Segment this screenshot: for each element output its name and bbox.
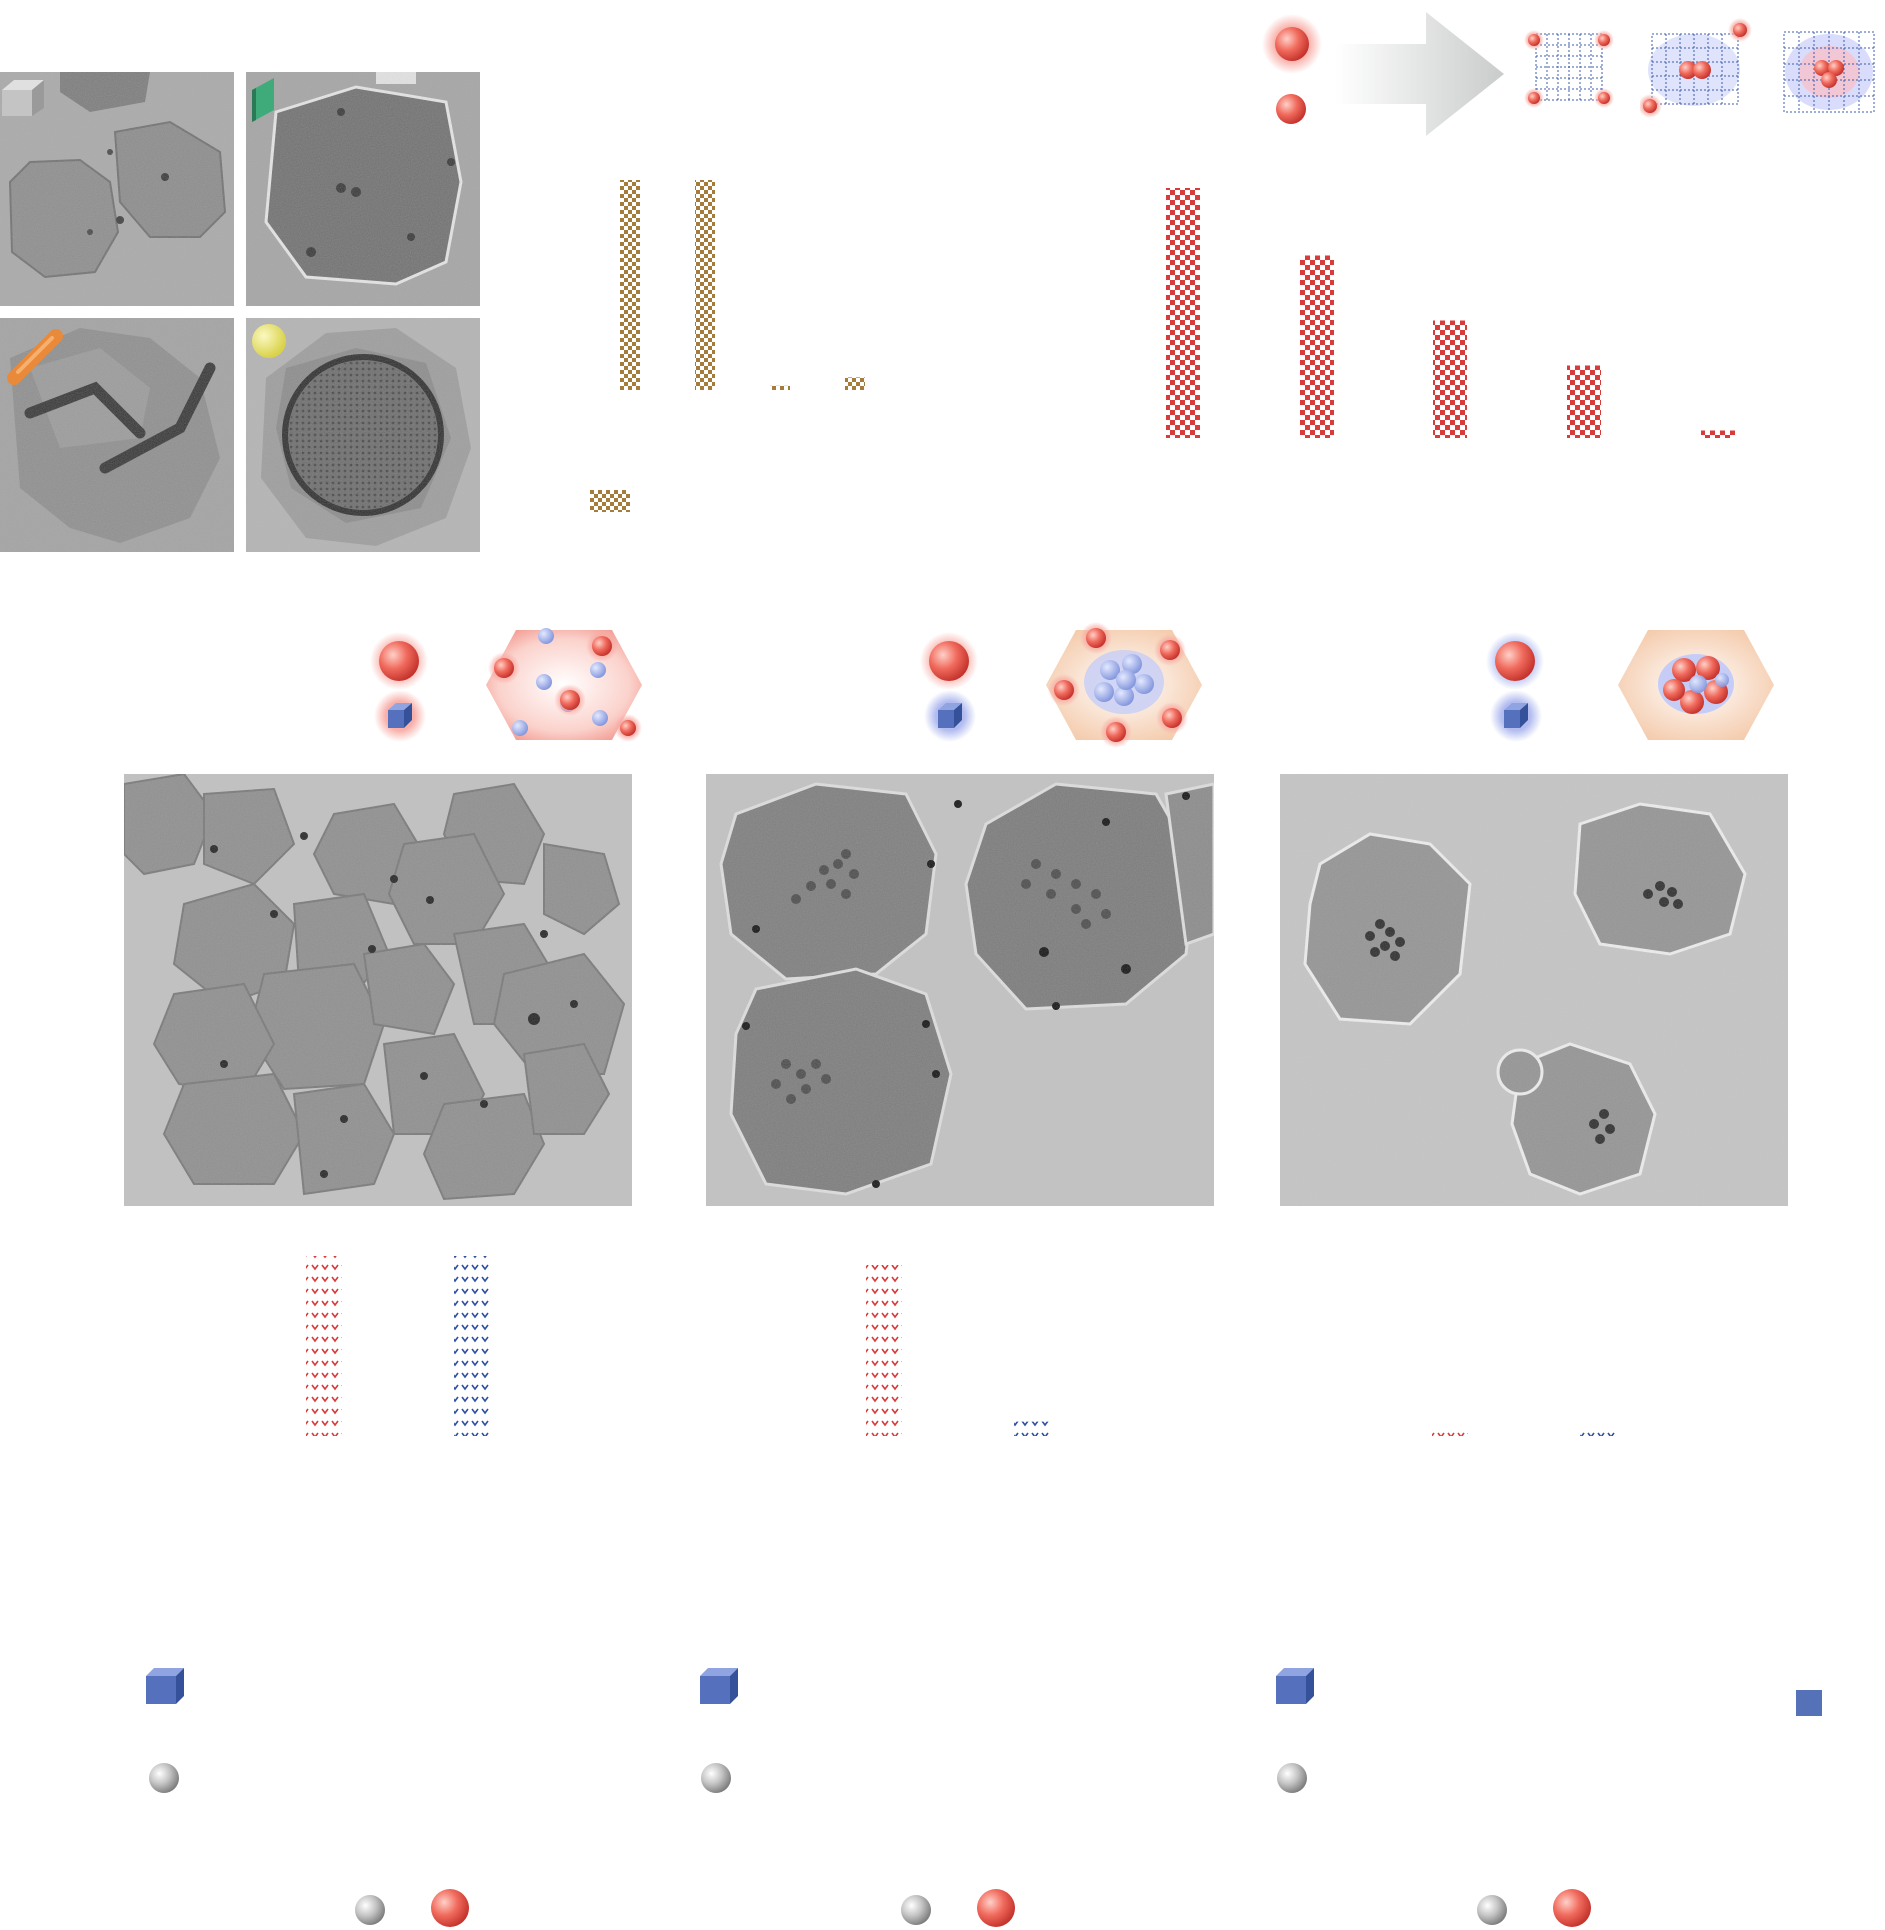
scheme2-composite <box>1040 620 1208 750</box>
bar-gold-4 <box>845 377 865 390</box>
bar-red-5 <box>1701 431 1735 439</box>
legend-blue-cube-icon-1 <box>144 1666 186 1706</box>
legend-blue-cube-icon-3 <box>1274 1666 1316 1706</box>
scheme3-blue-cube <box>1490 690 1542 742</box>
scheme1-red-sphere <box>370 632 428 690</box>
scheme-red-sphere-small <box>1274 92 1308 126</box>
legend-swatch-gold <box>590 490 630 512</box>
chart-red-checker-bars <box>1150 180 1750 440</box>
chart-bottom-1 <box>240 1250 560 1440</box>
scheme1-composite <box>480 620 648 750</box>
bar-red-2 <box>1300 256 1334 439</box>
yellow-sphere-icon <box>250 322 288 360</box>
bar-gold-3 <box>770 386 790 390</box>
bar-red-3 <box>1433 321 1467 439</box>
scheme1-blue-cube <box>374 690 426 742</box>
scheme3-composite <box>1612 620 1780 750</box>
green-plate-icon <box>248 76 278 124</box>
bar-s2-2 <box>454 1256 490 1436</box>
chart-bottom-2 <box>800 1250 1120 1440</box>
orange-rod-icon <box>4 326 66 388</box>
gray-cube-icon <box>0 76 46 118</box>
tem-image-3 <box>1280 774 1788 1206</box>
bar-s1-1 <box>1432 1431 1468 1436</box>
bottom-red-sphere-icon-1 <box>430 1888 470 1928</box>
tem-image-2 <box>706 774 1214 1206</box>
scheme-framework-core <box>1776 24 1882 120</box>
scheme-red-sphere-large <box>1262 14 1322 74</box>
bottom-gray-sphere-icon-1 <box>354 1894 386 1926</box>
bar-s2-2 <box>1580 1431 1616 1436</box>
tem-image-1 <box>124 774 632 1206</box>
legend-gray-sphere-icon-3 <box>1276 1762 1308 1794</box>
scheme-framework-outer-particles <box>1520 26 1620 112</box>
scheme2-red-sphere <box>920 632 978 690</box>
arrow-right-icon <box>1336 12 1504 136</box>
bar-s1-1 <box>866 1265 902 1436</box>
chart-gold-bars <box>560 150 900 410</box>
bottom-red-sphere-icon-2 <box>976 1888 1016 1928</box>
bar-s2-2 <box>1014 1422 1050 1436</box>
tem-panel-plate <box>246 72 480 306</box>
bottom-gray-sphere-icon-2 <box>900 1894 932 1926</box>
scheme3-red-sphere <box>1486 632 1544 690</box>
legend-blue-square-icon <box>1796 1690 1822 1716</box>
scheme2-blue-cube <box>924 690 976 742</box>
legend-gray-sphere-icon-1 <box>148 1762 180 1794</box>
bar-gold-1 <box>620 180 640 390</box>
bottom-red-sphere-icon-3 <box>1552 1888 1592 1928</box>
bottom-gray-sphere-icon-3 <box>1476 1894 1508 1926</box>
bar-gold-2 <box>695 180 715 390</box>
bar-red-4 <box>1567 366 1601 439</box>
chart-bottom-3 <box>1366 1250 1686 1440</box>
legend-blue-cube-icon-2 <box>698 1666 740 1706</box>
scheme-framework-encapsulated <box>1640 18 1752 118</box>
bar-s1-1 <box>306 1256 342 1436</box>
legend-gray-sphere-icon-2 <box>700 1762 732 1794</box>
bar-red-1 <box>1166 188 1200 438</box>
